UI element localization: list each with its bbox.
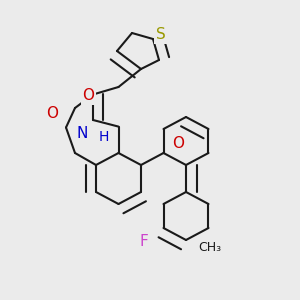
Text: O: O bbox=[82, 88, 94, 104]
Text: S: S bbox=[156, 27, 165, 42]
Text: F: F bbox=[140, 234, 148, 249]
Text: O: O bbox=[172, 136, 184, 152]
Text: N: N bbox=[77, 126, 88, 141]
Text: CH₃: CH₃ bbox=[198, 241, 222, 254]
Text: H: H bbox=[98, 130, 109, 144]
Text: O: O bbox=[46, 106, 58, 122]
